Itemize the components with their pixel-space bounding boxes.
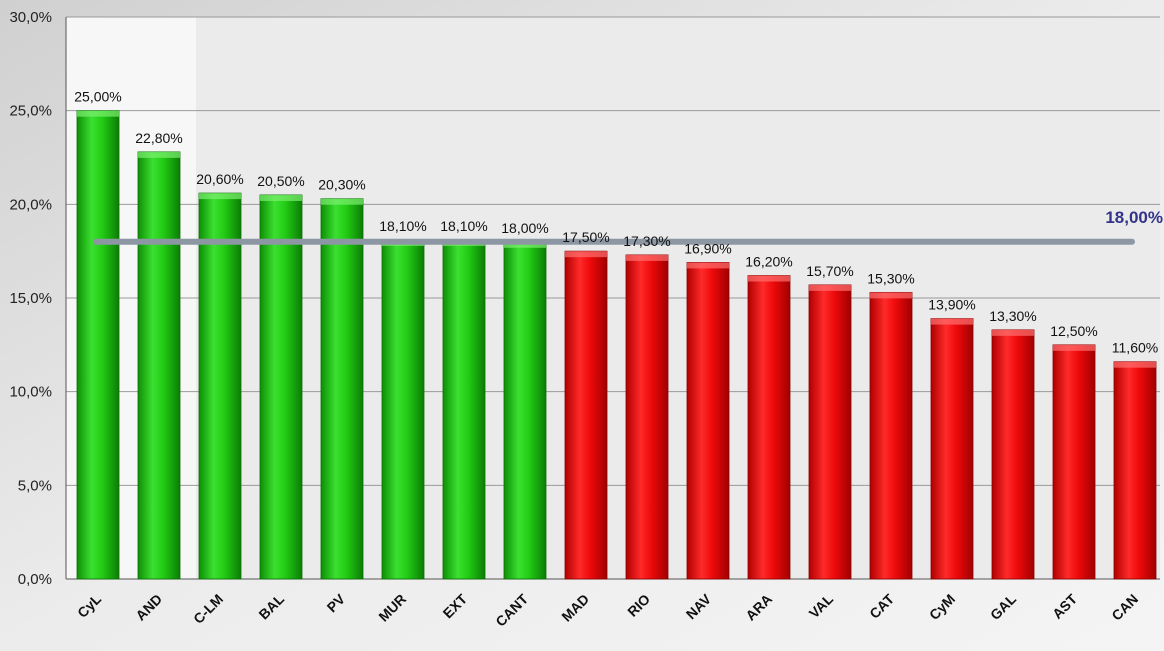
data-label: 20,50%	[257, 173, 304, 189]
bar-top-highlight	[992, 329, 1034, 336]
bar	[625, 254, 669, 580]
bar	[1052, 344, 1096, 580]
data-label: 13,30%	[989, 308, 1036, 324]
bar	[869, 291, 913, 580]
bar	[442, 239, 486, 580]
bar	[198, 192, 242, 580]
data-label: 13,90%	[928, 297, 975, 313]
bar	[320, 198, 364, 580]
bar	[259, 194, 303, 580]
data-label: 11,60%	[1112, 340, 1158, 356]
reference-line-label: 18,00%	[1105, 208, 1163, 227]
bar	[76, 110, 120, 580]
data-label: 16,90%	[684, 240, 731, 256]
bar-top-highlight	[748, 275, 790, 282]
data-label: 15,30%	[867, 270, 914, 286]
gridlines	[66, 16, 1160, 486]
data-labels: 25,00% 22,80% 20,60% 20,50% 20,30% 18,10% 18,1…	[74, 89, 1158, 356]
data-label: 18,10%	[440, 218, 487, 234]
data-label: 25,00%	[74, 89, 121, 105]
bar-top-highlight	[260, 194, 302, 201]
y-tick-label: 10,0%	[9, 384, 52, 401]
data-label: 17,50%	[562, 229, 609, 245]
reference-line-group: 18,00%	[93, 208, 1163, 245]
bar-top-highlight	[1114, 361, 1156, 368]
data-label: 20,60%	[196, 171, 243, 187]
bar	[381, 239, 425, 580]
y-axis: 0,0% 5,0% 10,0% 15,0% 20,0% 25,0% 30,0%	[9, 9, 52, 588]
bar	[686, 262, 730, 580]
data-label: 17,30%	[623, 233, 670, 249]
y-tick-label: 5,0%	[18, 477, 52, 494]
data-label: 12,50%	[1050, 323, 1097, 339]
y-tick-label: 15,0%	[9, 290, 52, 307]
y-tick-label: 30,0%	[9, 9, 52, 26]
bar-top-highlight	[321, 198, 363, 205]
data-label: 15,70%	[806, 263, 853, 279]
bar-top-highlight	[870, 292, 912, 299]
bar-top-highlight	[809, 284, 851, 291]
bar	[808, 284, 852, 580]
bar-top-highlight	[138, 151, 180, 158]
bar-top-highlight	[626, 254, 668, 261]
bars	[76, 110, 1157, 580]
data-label: 18,10%	[379, 218, 426, 234]
data-label: 16,20%	[745, 254, 792, 270]
bar	[503, 241, 547, 580]
bar-top-highlight	[931, 318, 973, 325]
bar	[564, 250, 608, 580]
data-label: 20,30%	[318, 177, 365, 193]
bar	[991, 329, 1035, 580]
data-label: 22,80%	[135, 130, 182, 146]
y-tick-label: 20,0%	[9, 196, 52, 213]
data-label: 18,00%	[501, 220, 548, 236]
bar	[1113, 361, 1157, 580]
bar	[137, 151, 181, 580]
bar	[747, 275, 791, 580]
y-tick-label: 25,0%	[9, 103, 52, 120]
bar-top-highlight	[687, 262, 729, 269]
y-tick-label: 0,0%	[18, 571, 52, 588]
bar-top-highlight	[77, 110, 119, 117]
bar-top-highlight	[565, 251, 607, 258]
bar-top-highlight	[1053, 344, 1095, 351]
bar-top-highlight	[199, 193, 241, 200]
bar	[930, 318, 974, 580]
